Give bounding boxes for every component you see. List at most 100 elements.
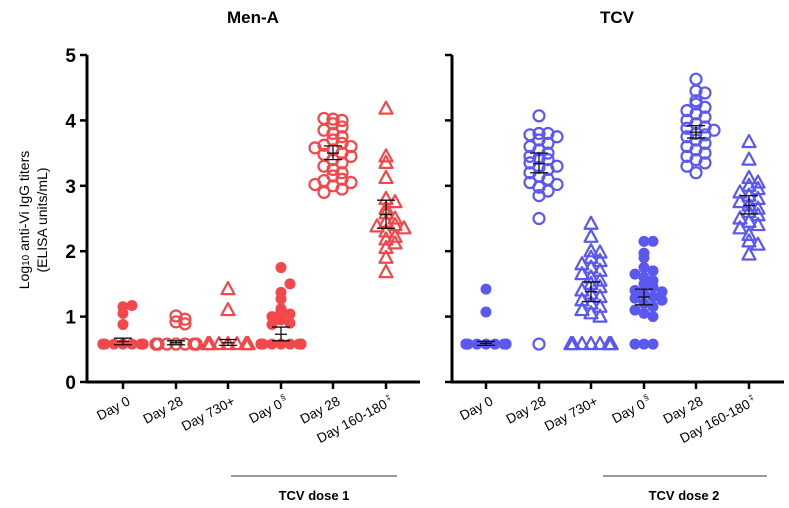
data-point — [178, 312, 192, 326]
data-point — [680, 159, 694, 173]
data-point — [169, 315, 183, 329]
y-tick-label: 4 — [65, 111, 76, 132]
data-point — [532, 189, 546, 203]
data-point — [126, 299, 138, 311]
data-point — [308, 141, 322, 155]
data-point — [689, 166, 703, 180]
y-label-rest: anti-Vi IgG titers — [16, 151, 32, 255]
data-point — [378, 231, 394, 246]
data-point — [592, 272, 608, 287]
data-point — [647, 311, 659, 323]
data-point — [592, 335, 608, 351]
data-point — [647, 281, 659, 293]
data-point — [344, 149, 358, 163]
data-point — [732, 220, 748, 235]
data-point — [178, 317, 192, 331]
data-point — [750, 174, 766, 189]
data-point — [317, 185, 331, 199]
y-tick-label: 3 — [65, 177, 76, 198]
data-point — [689, 84, 703, 98]
y-label-units: (ELISA units/mL) — [34, 167, 50, 272]
panel-title-tcv: TCV — [600, 8, 635, 27]
data-point — [550, 177, 564, 192]
data-point — [574, 335, 590, 351]
data-point — [647, 291, 659, 303]
data-point — [698, 110, 712, 124]
data-point — [396, 220, 412, 235]
data-point — [638, 252, 650, 264]
data-point — [137, 338, 149, 350]
data-point — [523, 149, 537, 163]
data-point — [698, 146, 712, 160]
data-point — [378, 100, 394, 115]
data-point — [189, 337, 203, 351]
data-point — [698, 100, 712, 114]
data-point — [741, 246, 757, 261]
data-point — [592, 308, 608, 323]
data-point — [335, 120, 349, 134]
data-point — [387, 235, 403, 250]
data-point — [378, 169, 394, 185]
data-point — [541, 136, 555, 150]
data-point — [275, 314, 287, 326]
data-point — [750, 236, 766, 251]
data-point — [629, 304, 641, 316]
data-point — [563, 335, 579, 351]
data-point — [583, 215, 599, 230]
data-point — [647, 265, 659, 277]
data-point — [583, 243, 599, 258]
data-point — [108, 338, 120, 350]
y-tick-label: 5 — [65, 46, 76, 67]
data-point — [266, 318, 278, 330]
dose1-label: TCV dose 1 — [279, 488, 350, 503]
data-point — [335, 156, 349, 170]
data-point — [344, 175, 358, 190]
data-point — [741, 169, 757, 185]
y-tick-label: 0 — [65, 373, 76, 394]
data-point — [295, 338, 307, 350]
data-point — [647, 301, 659, 313]
data-point — [480, 306, 492, 318]
y-tick-label: 1 — [65, 308, 76, 329]
data-point — [741, 151, 757, 166]
data-point — [387, 228, 403, 243]
data-point — [574, 301, 590, 317]
data-point — [240, 335, 256, 351]
data-point — [200, 335, 216, 351]
data-point — [335, 182, 349, 196]
data-point — [284, 278, 296, 290]
data-point — [344, 139, 358, 154]
data-point — [629, 268, 641, 280]
panel-title-men-a: Men-A — [227, 8, 279, 27]
data-point — [629, 284, 641, 296]
y-axis-label: Log10 anti-Vi IgG titers (ELISA units/mL… — [16, 151, 50, 290]
data-point — [369, 218, 385, 233]
data-point — [97, 338, 109, 350]
data-point — [541, 162, 555, 177]
x-tick-label: Day 0 — [94, 393, 132, 423]
data-point — [656, 286, 668, 298]
data-point — [275, 262, 287, 274]
data-point — [689, 72, 703, 86]
svg-text:Log10 anti-Vi IgG titers: Log10 anti-Vi IgG titers — [16, 151, 32, 290]
data-point — [750, 216, 766, 232]
y-tick-label: 2 — [65, 242, 76, 263]
data-point — [638, 307, 650, 319]
y-label-sub: 10 — [21, 254, 32, 266]
dose2-label: TCV dose 2 — [649, 488, 720, 503]
data-point — [255, 338, 267, 350]
data-point — [387, 194, 403, 209]
data-point — [550, 130, 564, 144]
data-point — [169, 337, 183, 351]
data-point — [460, 338, 472, 350]
data-point — [480, 283, 492, 295]
data-point — [583, 305, 599, 320]
data-point — [284, 317, 296, 329]
data-point — [220, 281, 236, 296]
data-point — [532, 211, 546, 226]
data-point — [647, 338, 659, 350]
data-point — [629, 292, 641, 304]
data-point — [117, 307, 129, 319]
data-point — [732, 194, 748, 209]
